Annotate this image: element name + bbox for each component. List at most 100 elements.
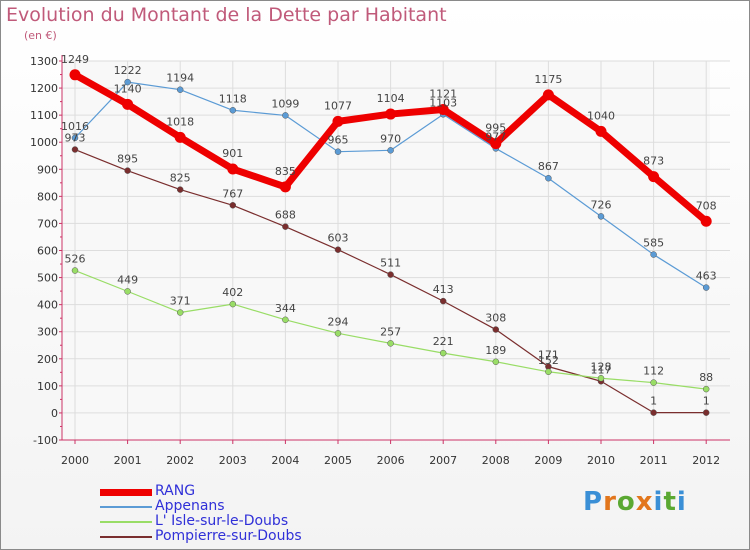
- y-tick-label: 700: [37, 217, 58, 230]
- data-label-isle-sur-le-doubs: 344: [275, 302, 296, 315]
- legend-label-appenans: Appenans: [155, 498, 225, 514]
- x-tick-label: 2011: [640, 454, 668, 467]
- data-point-isle-sur-le-doubs: [282, 316, 289, 324]
- data-point-rang: [490, 138, 502, 150]
- data-label-isle-sur-le-doubs: 112: [643, 365, 664, 378]
- x-tick-label: 2000: [61, 454, 89, 467]
- logo-letter: o: [616, 487, 636, 517]
- legend-swatch-appenans: [100, 506, 152, 508]
- data-point-appenans: [282, 112, 289, 119]
- x-tick-label: 2008: [482, 454, 510, 467]
- logo-letter: i: [653, 487, 664, 517]
- y-tick-label: 500: [37, 272, 58, 285]
- data-label-appenans: 970: [380, 132, 401, 145]
- data-label-pompierre-sur-doubs: 688: [275, 209, 296, 222]
- data-label-rang: 995: [485, 122, 506, 135]
- data-label-isle-sur-le-doubs: 371: [170, 294, 191, 307]
- data-label-appenans: 867: [538, 160, 559, 173]
- data-point-pompierre-sur-doubs: [492, 326, 500, 333]
- data-label-isle-sur-le-doubs: 294: [328, 315, 349, 328]
- data-point-isle-sur-le-doubs: [71, 267, 79, 274]
- data-label-rang: 1175: [534, 73, 562, 86]
- data-point-rang: [227, 163, 239, 175]
- data-label-appenans: 1016: [61, 120, 89, 133]
- data-label-isle-sur-le-doubs: 402: [222, 286, 243, 299]
- legend-swatch-pompierre-sur-doubs: [100, 536, 152, 538]
- data-label-appenans: 726: [591, 198, 612, 211]
- logo-letter: x: [635, 487, 654, 517]
- data-label-appenans: 1194: [166, 72, 194, 85]
- y-tick-label: 100: [37, 380, 58, 393]
- x-tick-label: 2012: [692, 454, 720, 467]
- data-point-isle-sur-le-doubs: [597, 375, 605, 382]
- data-point-rang: [332, 115, 344, 127]
- data-point-isle-sur-le-doubs: [439, 349, 447, 357]
- data-label-rang: 1104: [377, 92, 405, 105]
- chart-title: Evolution du Montant de la Dette par Hab…: [6, 4, 447, 26]
- data-point-pompierre-sur-doubs: [334, 246, 342, 253]
- data-point-isle-sur-le-doubs: [650, 379, 657, 386]
- data-point-pompierre-sur-doubs: [229, 202, 237, 209]
- data-point-isle-sur-le-doubs: [124, 288, 131, 295]
- data-label-appenans: 1118: [219, 92, 247, 105]
- data-point-rang: [279, 181, 291, 193]
- data-point-appenans: [176, 86, 184, 93]
- line-chart: -100 0 100 200 300 400 500 600 700 800 900 1000 1100…: [30, 53, 730, 467]
- data-label-rang: 835: [275, 165, 296, 178]
- data-label-pompierre-sur-doubs: 973: [65, 132, 86, 145]
- data-point-rang: [174, 131, 186, 143]
- data-point-appenans: [387, 147, 394, 154]
- y-tick-label: 400: [37, 299, 58, 312]
- x-tick-label: 2007: [429, 454, 457, 467]
- data-point-rang: [542, 89, 554, 101]
- data-label-rang: 1140: [114, 82, 142, 95]
- logo-letter: r: [603, 487, 617, 517]
- data-label-isle-sur-le-doubs: 257: [380, 325, 401, 338]
- y-tick-label: 300: [37, 326, 58, 339]
- data-point-rang: [437, 103, 449, 115]
- data-point-pompierre-sur-doubs: [124, 167, 131, 174]
- data-label-appenans: 585: [643, 237, 664, 250]
- data-point-isle-sur-le-doubs: [702, 385, 710, 393]
- x-tick-label: 2002: [166, 454, 194, 467]
- data-point-isle-sur-le-doubs: [545, 368, 552, 376]
- logo-letter: t: [663, 487, 677, 517]
- data-point-isle-sur-le-doubs: [387, 340, 394, 347]
- data-label-rang: 1018: [166, 115, 194, 128]
- data-point-appenans: [71, 134, 79, 142]
- data-label-isle-sur-le-doubs: 152: [538, 354, 559, 367]
- legend-swatch-rang: [100, 489, 152, 496]
- y-tick-label: 900: [37, 163, 58, 176]
- logo-letter: P: [583, 487, 604, 517]
- data-point-isle-sur-le-doubs: [176, 309, 184, 316]
- y-tick-label: 1100: [30, 109, 58, 122]
- x-tick-label: 2010: [587, 454, 615, 467]
- y-tick-label: -100: [33, 434, 58, 447]
- x-tick-label: 2003: [219, 454, 247, 467]
- data-point-pompierre-sur-doubs: [71, 146, 79, 153]
- data-label-appenans: 1103: [429, 96, 457, 109]
- data-label-rang: 1249: [61, 53, 89, 66]
- legend-swatch-isle-sur-le-doubs: [100, 521, 152, 523]
- chart-unit-label: (en €): [24, 29, 57, 42]
- y-tick-label: 600: [37, 245, 58, 258]
- data-point-rang: [595, 125, 607, 137]
- y-tick-label: 1200: [30, 82, 58, 95]
- data-point-isle-sur-le-doubs: [492, 358, 500, 366]
- data-label-rang: 1077: [324, 99, 352, 112]
- legend-label-rang: RANG: [155, 483, 196, 499]
- data-label-pompierre-sur-doubs: 171: [538, 349, 559, 362]
- data-point-isle-sur-le-doubs: [334, 330, 342, 337]
- data-label-isle-sur-le-doubs: 221: [433, 335, 454, 348]
- data-label-isle-sur-le-doubs: 128: [591, 360, 612, 373]
- data-point-pompierre-sur-doubs: [439, 297, 447, 305]
- y-tick-label: 1300: [30, 55, 58, 68]
- y-tick-label: 800: [37, 190, 58, 203]
- x-tick-label: 2001: [114, 454, 142, 467]
- legend-label-pompierre-sur-doubs: Pompierre-sur-Doubs: [155, 528, 302, 544]
- data-label-isle-sur-le-doubs: 88: [699, 371, 713, 384]
- data-point-pompierre-sur-doubs: [387, 271, 394, 278]
- data-point-rang: [648, 171, 660, 183]
- data-label-rang: 901: [222, 147, 243, 160]
- data-point-rang: [700, 215, 712, 227]
